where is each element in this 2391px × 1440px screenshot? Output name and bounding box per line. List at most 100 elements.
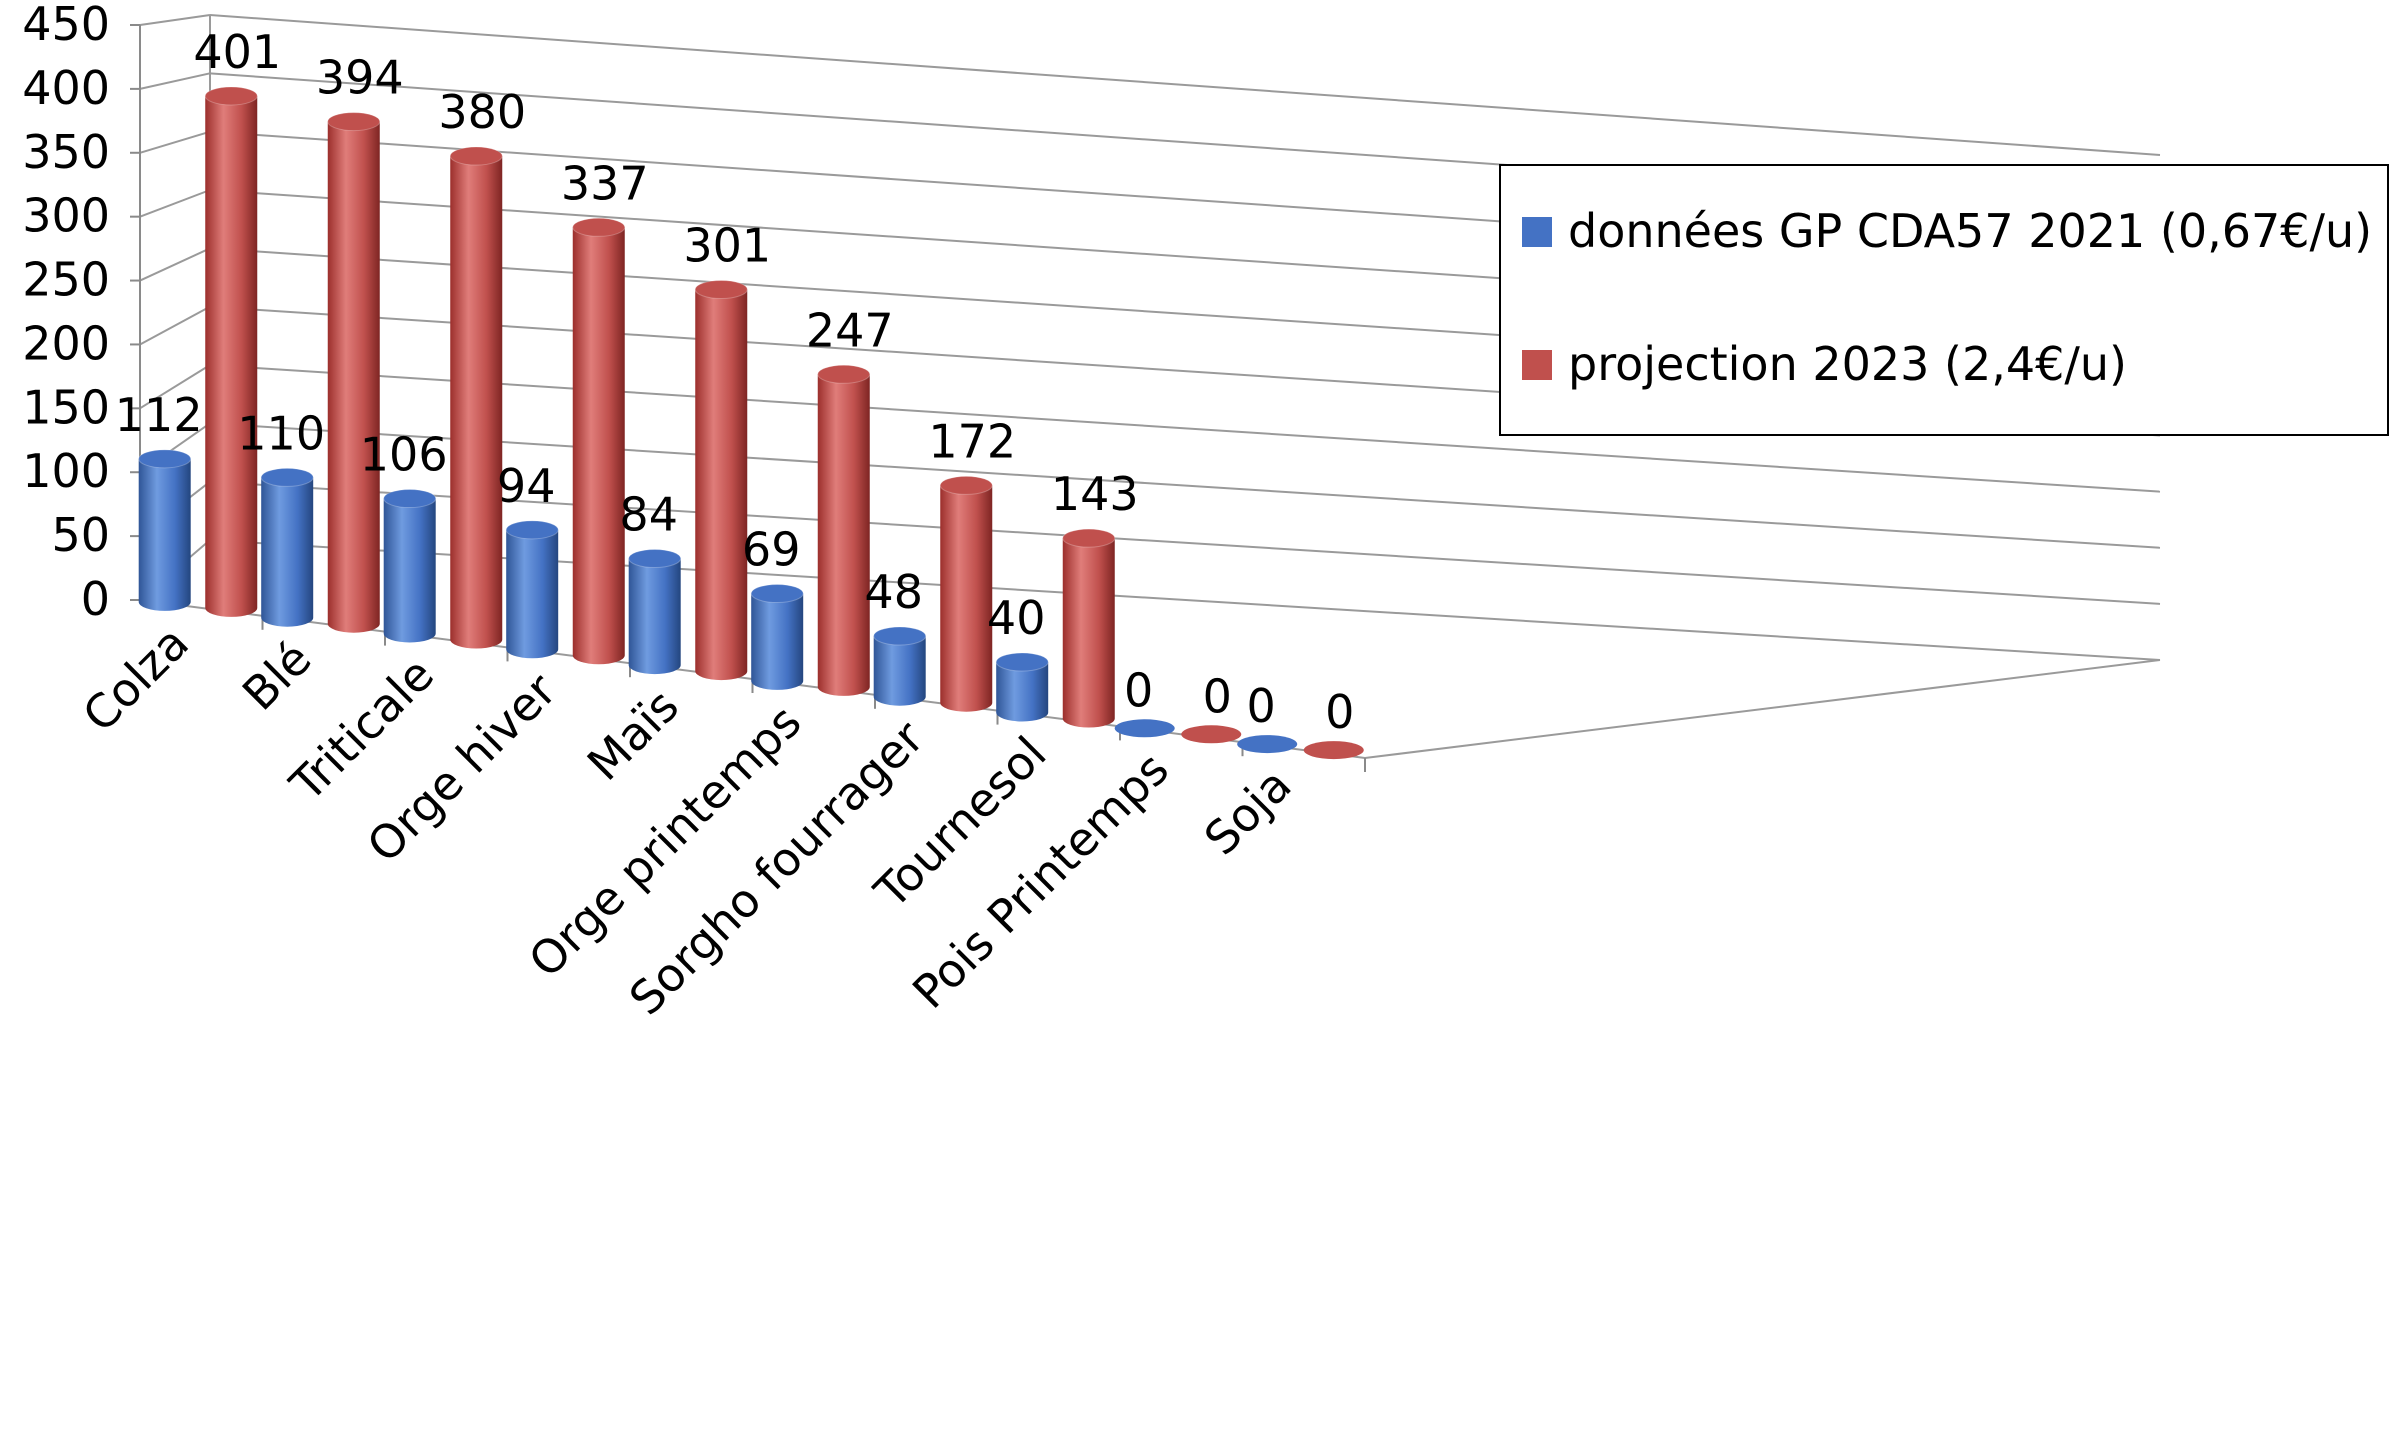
legend-label: données GP CDA57 2021 (0,67€/u)	[1568, 204, 2372, 258]
bar-2021-sorgho-fourrager	[873, 626, 927, 706]
side-gridline	[139, 72, 211, 90]
x-tick-label: Maïs	[577, 679, 689, 791]
bar-body	[628, 558, 681, 675]
bar-2023-tournesol	[1062, 528, 1116, 728]
bar-2021-colza	[138, 449, 192, 611]
data-label: 301	[683, 218, 771, 272]
y-tick-label: 100	[22, 444, 110, 498]
bar-top	[873, 626, 927, 646]
x-tick-label: Soja	[1194, 758, 1302, 866]
y-tick-label: 200	[22, 316, 110, 370]
bar-top	[750, 584, 804, 604]
bar-top	[628, 549, 682, 569]
bar-body	[138, 458, 191, 611]
bar-body	[383, 498, 436, 643]
bar-top	[572, 217, 626, 237]
data-labels: 112 401 110 394 106 380 94 337 84 301 69 247 48 172 40…	[115, 25, 1355, 739]
side-gridline	[139, 364, 211, 410]
back-gridline	[209, 539, 2161, 661]
y-tick-label: 250	[22, 253, 110, 307]
data-label: 0	[1203, 669, 1232, 723]
bar-2021-soja	[1237, 735, 1298, 754]
data-label: 69	[742, 523, 801, 577]
y-tick-label: 50	[51, 508, 110, 562]
y-tick-label: 0	[81, 572, 110, 626]
bar-top	[939, 475, 993, 495]
y-tick-label: 450	[22, 0, 110, 51]
bar-body	[817, 374, 870, 696]
bar-top	[260, 467, 314, 487]
bar-zero-disc	[1237, 735, 1298, 754]
data-label: 106	[360, 428, 448, 482]
data-label: 380	[438, 85, 526, 139]
y-tick-label: 150	[22, 380, 110, 434]
bar-top	[449, 146, 503, 166]
data-label: 40	[987, 591, 1046, 645]
data-label: 84	[619, 488, 678, 542]
bar-body	[327, 121, 380, 633]
bars	[138, 86, 1364, 760]
bar-zero-disc	[1114, 719, 1175, 738]
bar-body	[205, 95, 258, 617]
bar-2021-orge-hiver	[505, 520, 559, 659]
y-tick-label: 300	[22, 189, 110, 243]
data-label: 143	[1051, 467, 1139, 521]
side-gridline	[139, 305, 211, 346]
bar-body	[506, 529, 559, 659]
bar-body	[572, 227, 625, 665]
data-label: 0	[1325, 685, 1354, 739]
side-gridline	[139, 247, 211, 282]
legend: données GP CDA57 2021 (0,67€/u) projectio…	[1499, 164, 2389, 436]
data-label: 0	[1124, 663, 1153, 717]
bar-2023-orge-printemps	[817, 364, 871, 696]
side-gridline	[139, 130, 211, 154]
bar-2023-blé	[327, 112, 381, 633]
data-label: 172	[928, 414, 1016, 468]
bar-top	[817, 364, 871, 384]
data-label: 401	[193, 25, 281, 79]
data-label: 112	[115, 388, 203, 442]
y-tick-label: 350	[22, 125, 110, 179]
legend-label: projection 2023 (2,4€/u)	[1568, 337, 2127, 391]
bar-top	[505, 520, 559, 540]
bar-2023-soja	[1303, 741, 1364, 760]
bar-2023-colza	[204, 86, 258, 617]
bar-body	[873, 636, 926, 706]
bar-2021-maïs	[628, 549, 682, 675]
legend-swatch	[1522, 217, 1552, 247]
bar-2023-orge-hiver	[572, 217, 626, 665]
bar-body	[261, 477, 314, 627]
bar-top	[327, 112, 381, 132]
bar-2021-tournesol	[995, 652, 1049, 722]
legend-box	[1499, 164, 2389, 436]
bar-body	[450, 156, 503, 649]
side-gridline	[139, 14, 211, 26]
bar-body	[695, 289, 748, 681]
bar-2023-sorgho-fourrager	[939, 475, 993, 712]
legend-swatch	[1522, 350, 1552, 380]
back-gridline	[209, 422, 2161, 549]
data-label: 247	[806, 303, 894, 357]
data-label: 337	[561, 156, 649, 210]
back-gridline	[209, 364, 2161, 493]
bar-zero-disc	[1181, 725, 1242, 744]
bar-top	[383, 489, 437, 509]
data-label: 394	[316, 51, 404, 105]
bar-2023-pois-printemps	[1181, 725, 1242, 744]
bar-zero-disc	[1303, 741, 1364, 760]
bar-2021-blé	[260, 467, 314, 627]
bar-top	[204, 86, 258, 106]
x-tick-label: Pois Printemps	[902, 742, 1179, 1019]
bar-2021-triticale	[383, 489, 437, 643]
x-tick-label: Colza	[72, 615, 199, 742]
bar-top	[694, 279, 748, 299]
y-tick-label: 400	[22, 61, 110, 115]
bar-top	[1062, 528, 1116, 548]
data-label: 94	[497, 459, 556, 513]
data-label: 110	[237, 406, 325, 460]
x-tick-label: Blé	[232, 631, 322, 721]
back-gridline	[209, 480, 2161, 605]
